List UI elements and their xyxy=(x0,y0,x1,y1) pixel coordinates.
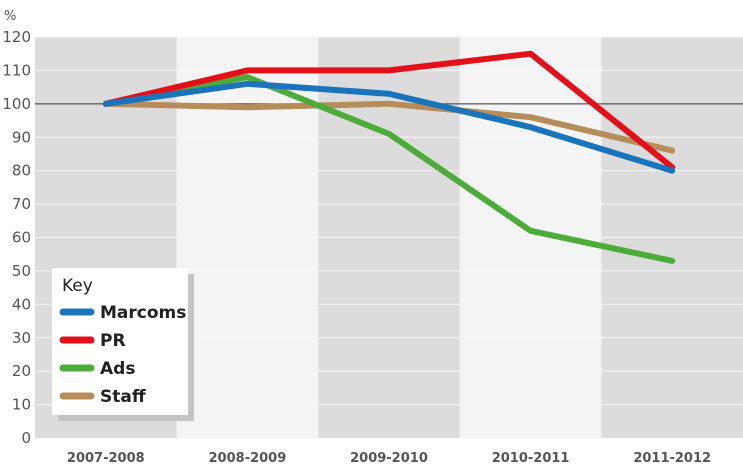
x-category-label: 2009-2010 xyxy=(350,451,428,466)
y-tick-label: 110 xyxy=(2,61,31,79)
y-axis-ticks: 0 10 20 30 40 50 60 70 80 90 100 110 120 xyxy=(2,28,31,447)
legend: Key Marcoms PR Ads Staff xyxy=(52,268,194,421)
y-tick-label: 100 xyxy=(2,95,31,113)
x-category-label: 2011-2012 xyxy=(633,451,711,466)
y-tick-label: 90 xyxy=(12,128,31,146)
y-axis-unit-label: % xyxy=(4,9,16,24)
y-tick-label: 70 xyxy=(12,195,31,213)
legend-label-pr: PR xyxy=(100,331,126,351)
series-line-staff xyxy=(102,100,676,154)
series-lines xyxy=(102,50,676,264)
legend-label-marcoms: Marcoms xyxy=(100,303,186,323)
y-tick-label: 0 xyxy=(21,429,31,447)
y-tick-label: 120 xyxy=(2,28,31,46)
legend-title: Key xyxy=(62,276,93,296)
series-line-ads xyxy=(102,74,676,264)
x-axis-categories: 2007-2008 2008-2009 2009-2010 2010-2011 2011… xyxy=(67,451,711,466)
y-tick-label: 60 xyxy=(12,229,31,247)
y-tick-label: 40 xyxy=(12,295,31,313)
y-tick-label: 30 xyxy=(12,329,31,347)
legend-label-ads: Ads xyxy=(100,359,135,379)
x-category-label: 2010-2011 xyxy=(492,451,570,466)
legend-label-staff: Staff xyxy=(100,387,146,407)
y-tick-label: 50 xyxy=(12,262,31,280)
series-line-pr xyxy=(102,50,676,171)
series-line-marcoms xyxy=(102,80,676,174)
y-tick-label: 10 xyxy=(12,396,31,414)
x-category-label: 2007-2008 xyxy=(67,451,145,466)
y-tick-label: 80 xyxy=(12,162,31,180)
x-category-label: 2008-2009 xyxy=(209,451,287,466)
y-tick-label: 20 xyxy=(12,362,31,380)
legend-items: Marcoms PR Ads Staff xyxy=(59,303,186,407)
